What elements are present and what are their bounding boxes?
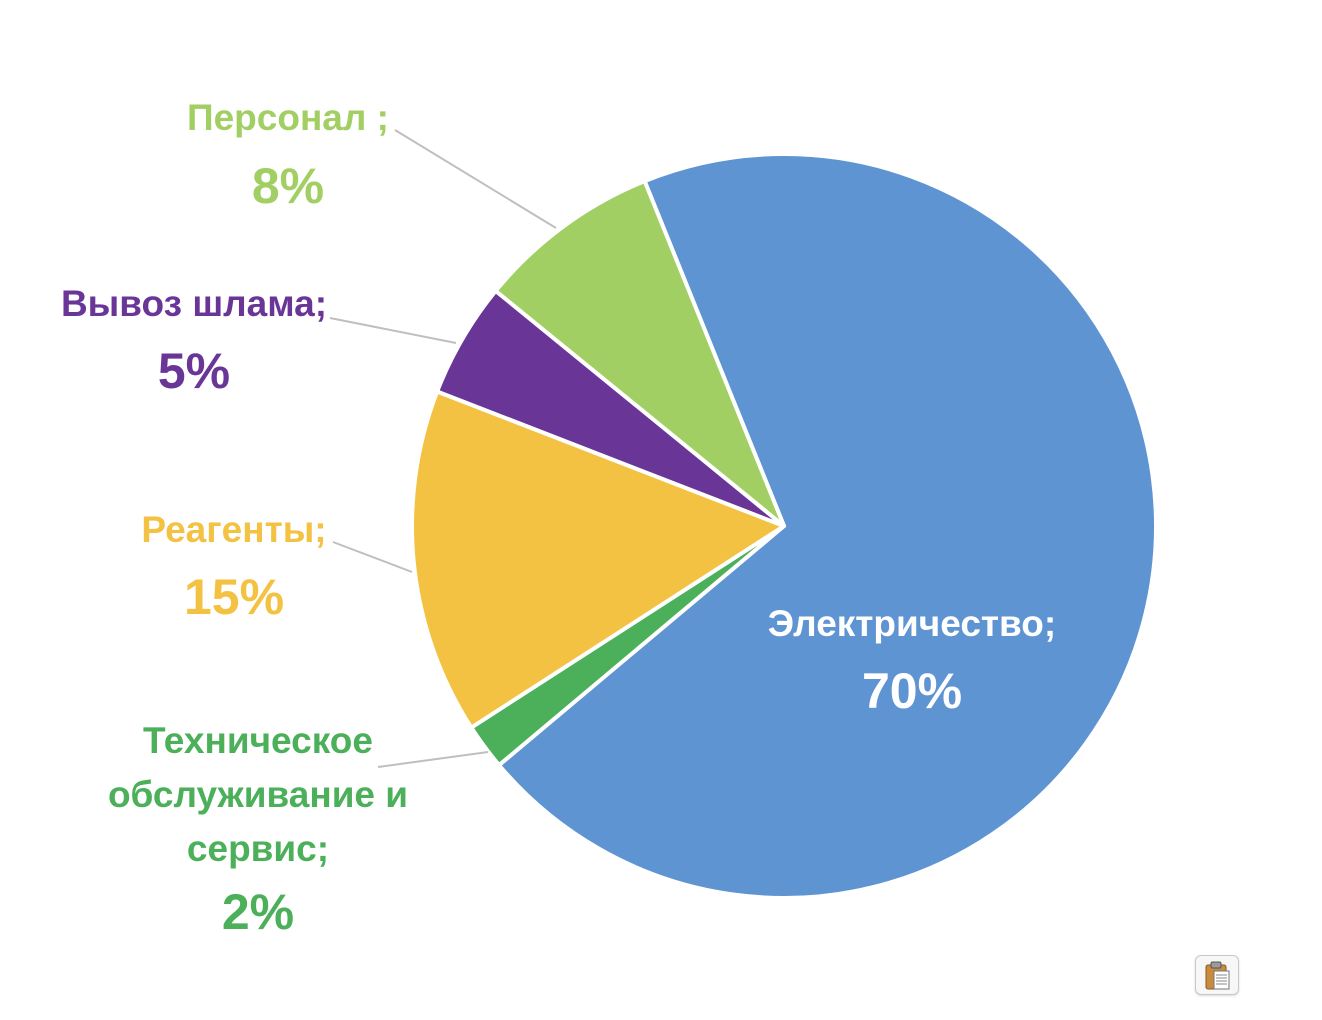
- leader-line-5: [394, 129, 557, 229]
- data-label-value-5: 8%: [252, 158, 324, 214]
- pie-slice-1[interactable]: [497, 152, 1158, 900]
- data-label-name-1: Электричество;: [768, 603, 1056, 644]
- clipboard-icon: [1205, 961, 1230, 990]
- data-label-value-4: 5%: [158, 343, 230, 399]
- leader-line-2: [377, 751, 489, 768]
- data-labels: Электричество; 70% Техническое обслуживание…: [61, 97, 1056, 940]
- leader-line-4: [329, 317, 457, 344]
- pie-slices: [410, 152, 1158, 900]
- data-label-value-3: 15%: [184, 569, 284, 625]
- pie-slice-3[interactable]: [410, 389, 786, 730]
- data-label-name-3: Реагенты;: [141, 509, 326, 550]
- data-label-name-5: Персонал ;: [187, 97, 389, 138]
- data-label-value-2: 2%: [222, 884, 294, 940]
- data-label-name-4: Вывоз шлама;: [61, 283, 327, 324]
- data-label-name-2: обслуживание и: [108, 774, 408, 815]
- leader-lines: [329, 129, 557, 768]
- paste-options-button[interactable]: [1195, 955, 1239, 995]
- data-label-name-2: Техническое: [143, 720, 373, 761]
- data-label-name-2: сервис;: [187, 828, 329, 869]
- data-label-value-1: 70%: [862, 663, 962, 719]
- pie-slice-5[interactable]: [493, 179, 786, 528]
- leader-line-3: [332, 541, 413, 573]
